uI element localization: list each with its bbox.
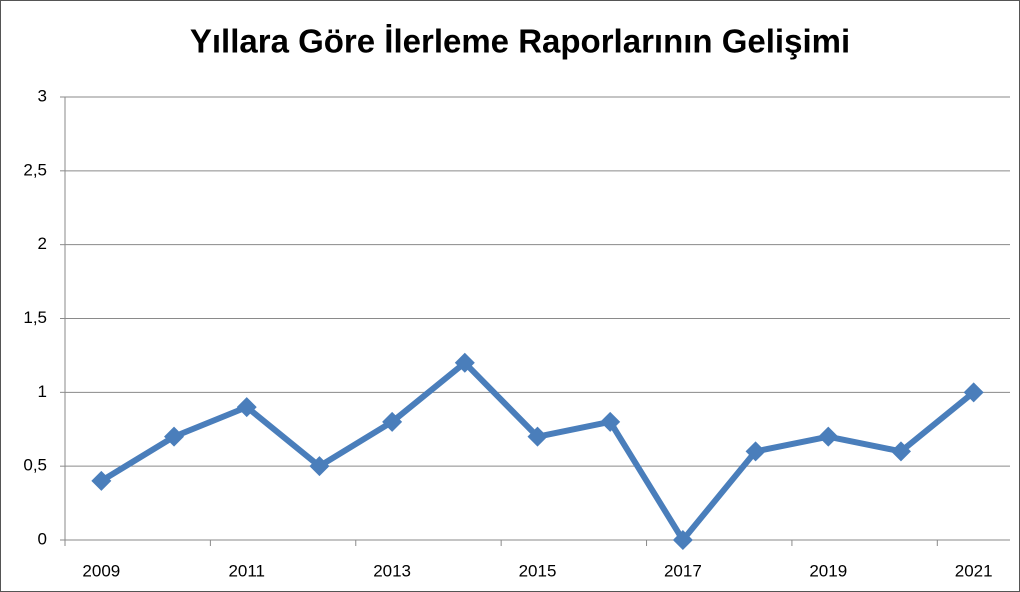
data-point: [91, 470, 112, 491]
y-tick-label: 2: [38, 234, 47, 253]
data-point: [309, 456, 330, 477]
x-tick-label: 2019: [809, 561, 847, 580]
x-tick-label: 2017: [664, 561, 702, 580]
data-point: [890, 441, 911, 462]
x-tick-label: 2013: [373, 561, 411, 580]
x-tick-label: 2011: [228, 561, 265, 580]
data-point: [382, 411, 403, 432]
y-tick-label: 0: [38, 529, 47, 548]
data-point: [818, 426, 839, 447]
y-tick-label: 1: [38, 382, 47, 401]
y-tick-label: 1,5: [23, 308, 47, 327]
x-tick-label: 2009: [82, 561, 120, 580]
data-point: [600, 411, 621, 432]
data-point: [527, 426, 548, 447]
data-point: [236, 397, 257, 418]
data-point: [963, 382, 984, 403]
y-tick-label: 3: [38, 86, 47, 105]
y-tick-label: 0,5: [23, 456, 47, 475]
y-tick-label: 2,5: [23, 160, 47, 179]
x-tick-label: 2021: [955, 561, 993, 580]
data-point: [164, 426, 185, 447]
chart-title: Yıllara Göre İlerleme Raporlarının Geliş…: [190, 23, 850, 60]
data-point: [454, 352, 475, 373]
x-tick-label: 2015: [519, 561, 557, 580]
data-point: [745, 441, 766, 462]
data-point: [672, 530, 693, 550]
